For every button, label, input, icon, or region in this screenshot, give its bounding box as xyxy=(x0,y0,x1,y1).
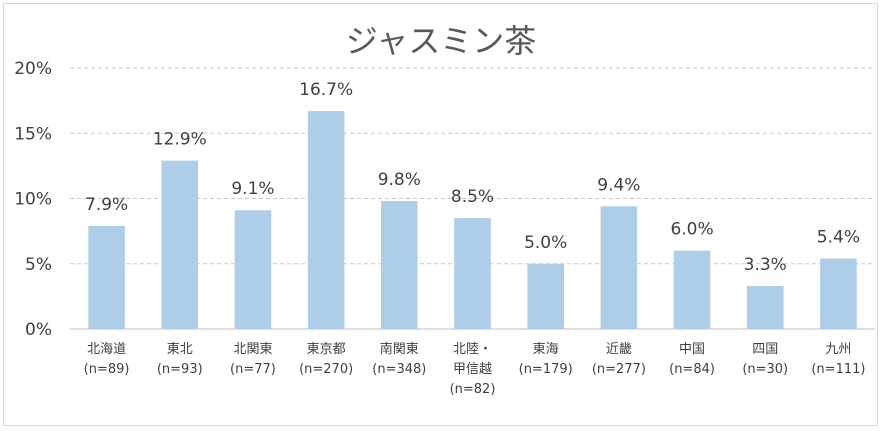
x-tick-label: 東京都 xyxy=(307,341,346,357)
data-label: 12.9% xyxy=(153,130,207,150)
x-tick-label: 東北 xyxy=(167,341,193,357)
x-tick-label: 東海 xyxy=(533,341,559,357)
bar xyxy=(527,263,564,329)
x-tick-label: (n=89) xyxy=(84,362,130,377)
data-label: 16.7% xyxy=(299,80,353,100)
bar xyxy=(746,285,784,329)
bars xyxy=(88,111,857,329)
bar xyxy=(88,225,125,329)
x-tick-label: 四国 xyxy=(752,342,778,357)
data-label: 5.4% xyxy=(817,228,860,248)
x-tick-label: 南関東 xyxy=(380,341,419,357)
bar xyxy=(234,210,272,329)
data-label: 3.3% xyxy=(744,255,787,275)
data-labels: 7.9% 12.9% 9.1% 16.7% 9.8% 8.5% 5.0% 9.4% 6.0% 3.… xyxy=(85,80,860,275)
chart-frame xyxy=(3,3,878,426)
bar xyxy=(161,160,199,329)
data-label: 5.0% xyxy=(524,233,567,253)
x-tick-label: (n=111) xyxy=(811,362,865,377)
x-tick-label: (n=30) xyxy=(742,362,788,377)
data-label: 8.5% xyxy=(451,187,494,207)
bar xyxy=(673,250,711,329)
x-tick-label: (n=179) xyxy=(519,362,573,377)
x-tick-label: (n=84) xyxy=(669,362,715,377)
x-tick-label: (n=277) xyxy=(592,362,646,377)
y-tick-label: 5% xyxy=(25,255,52,275)
data-label: 9.1% xyxy=(231,179,274,199)
x-axis: 北海道 (n=89) 東北 (n=93) 北関東 (n=77) 東京都 (n=270) 南関東 (… xyxy=(84,341,866,397)
bar xyxy=(600,206,638,329)
y-tick-label: 20% xyxy=(14,59,52,79)
x-tick-label: (n=82) xyxy=(450,382,496,397)
x-tick-label: 北陸・ xyxy=(453,341,492,357)
bar xyxy=(381,201,418,329)
y-axis: 0% 5% 10% 15% 20% xyxy=(14,59,52,340)
x-tick-label: 北海道 xyxy=(87,342,126,357)
data-label: 9.4% xyxy=(597,175,640,195)
x-tick-label: (n=93) xyxy=(157,362,203,377)
y-tick-label: 15% xyxy=(14,124,52,144)
data-label: 6.0% xyxy=(670,220,713,240)
x-tick-label: (n=77) xyxy=(230,362,276,377)
x-tick-label: (n=270) xyxy=(299,362,353,377)
x-tick-label: 北関東 xyxy=(233,341,272,357)
x-tick-label: 甲信越 xyxy=(453,362,492,377)
y-tick-label: 10% xyxy=(14,190,52,210)
chart-title: ジャスミン茶 xyxy=(346,22,536,60)
x-tick-label: 九州 xyxy=(825,342,851,357)
x-tick-label: 近畿 xyxy=(606,342,632,357)
data-label: 7.9% xyxy=(85,195,128,215)
x-tick-label: (n=348) xyxy=(372,362,426,377)
x-tick-label: 中国 xyxy=(679,342,705,357)
bar xyxy=(454,218,491,329)
bar xyxy=(307,111,345,329)
bar xyxy=(820,258,857,329)
data-label: 9.8% xyxy=(378,170,421,190)
y-tick-label: 0% xyxy=(25,320,52,340)
